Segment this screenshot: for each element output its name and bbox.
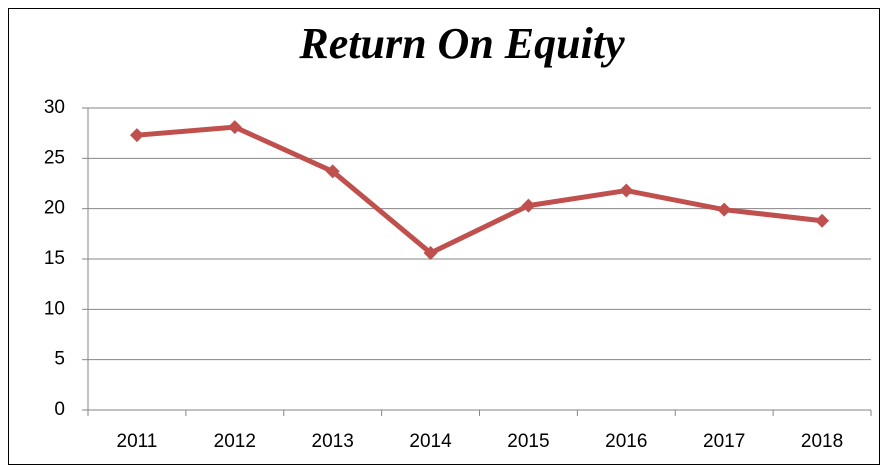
chart-frame — [8, 8, 880, 465]
x-tick-label: 2012 — [214, 431, 256, 452]
marker — [129, 128, 144, 143]
x-tick-label: 2014 — [409, 431, 452, 452]
chart-title: Return On Equity — [298, 19, 625, 68]
marker — [325, 164, 340, 179]
marker — [619, 183, 634, 198]
line — [136, 124, 823, 256]
marker — [227, 120, 242, 135]
y-tick-label: 0 — [54, 399, 65, 420]
x-tick-label: 2017 — [703, 431, 745, 452]
y-tick-label: 25 — [44, 147, 65, 168]
x-tick-label: 2016 — [605, 431, 647, 452]
y-tick-label: 10 — [44, 298, 65, 319]
x-tick-label: 2013 — [312, 431, 354, 452]
marker — [521, 198, 536, 213]
x-tick-label: 2015 — [507, 431, 549, 452]
y-tick-label: 20 — [44, 198, 65, 219]
y-tick-label: 5 — [54, 349, 65, 370]
x-tick-label: 2011 — [117, 431, 158, 452]
y-tick-label: 15 — [44, 248, 65, 269]
marker — [815, 213, 830, 228]
y-tick-label: 30 — [44, 97, 65, 118]
x-tick-label: 2018 — [801, 431, 843, 452]
marker — [423, 245, 438, 260]
marker — [717, 202, 732, 217]
